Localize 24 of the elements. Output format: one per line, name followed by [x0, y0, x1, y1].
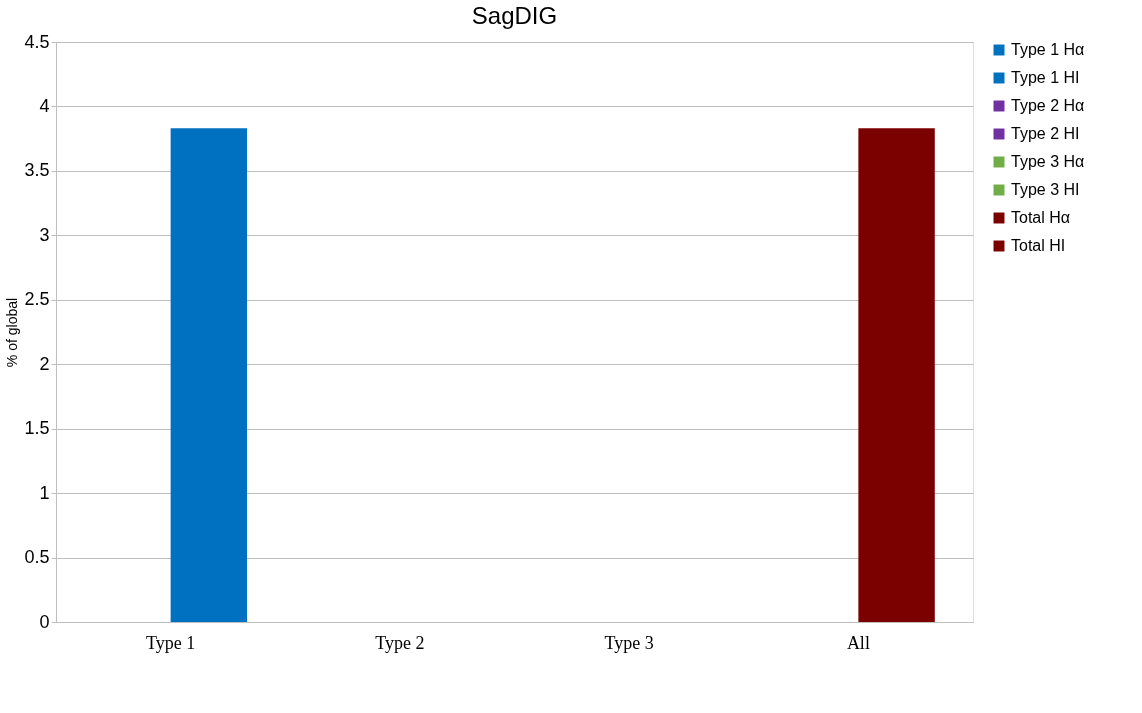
legend-label: Type 1 HI	[1011, 69, 1080, 86]
legend-label: Type 3 HI	[1011, 181, 1080, 198]
legend-label: Total HI	[1011, 237, 1066, 254]
legend-label: Type 2 Hα	[1011, 97, 1085, 114]
y-tick-label: 0	[39, 611, 50, 632]
legend-label: Type 3 Hα	[1011, 153, 1085, 170]
y-tick-label: 0.5	[24, 547, 50, 568]
y-axis-title: % of global	[4, 297, 21, 368]
y-tick-label: 3.5	[24, 160, 50, 181]
legend-label: Type 2 HI	[1011, 125, 1080, 142]
x-tick-label: Type 1	[146, 632, 196, 653]
x-tick-label: Type 3	[604, 632, 654, 653]
legend-label: Type 1 Hα	[1011, 41, 1085, 58]
chart-title: SagDIG	[471, 2, 558, 29]
x-tick-label: Type 2	[375, 632, 425, 653]
y-tick-label: 1	[39, 482, 50, 503]
y-tick-label: 2	[39, 353, 50, 374]
y-tick-label: 4.5	[24, 31, 50, 52]
y-tick-label: 1.5	[24, 418, 50, 439]
y-tick-label: 4	[39, 95, 50, 116]
y-tick-label: 3	[39, 224, 50, 245]
legend-label: Total Hα	[1011, 209, 1071, 226]
y-tick-label: 2.5	[24, 289, 50, 310]
x-tick-label: All	[846, 632, 870, 653]
